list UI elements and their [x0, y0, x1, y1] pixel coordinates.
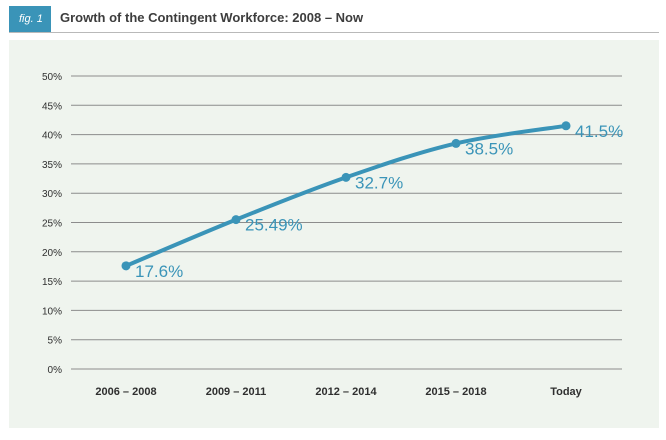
x-tick-label: 2012 – 2014	[315, 386, 377, 398]
data-point	[231, 215, 241, 225]
y-tick-label: 0%	[48, 365, 63, 376]
data-point	[451, 138, 461, 148]
header-divider	[9, 32, 659, 33]
y-tick-label: 50%	[42, 72, 62, 83]
data-point	[561, 121, 571, 131]
y-tick-label: 20%	[42, 248, 62, 259]
data-point	[121, 261, 131, 271]
y-tick-label: 5%	[48, 336, 63, 347]
data-label: 38.5%	[465, 139, 513, 158]
y-tick-label: 45%	[42, 101, 62, 112]
y-tick-label: 30%	[42, 189, 62, 200]
data-label: 17.6%	[135, 262, 183, 281]
y-tick-label: 10%	[42, 306, 62, 317]
chart-title: Growth of the Contingent Workforce: 2008…	[60, 10, 364, 25]
x-tick-label: Today	[550, 386, 582, 398]
figure-tag: fig. 1	[9, 6, 51, 32]
x-tick-label: 2006 – 2008	[95, 386, 156, 398]
data-label: 32.7%	[355, 173, 403, 192]
data-label: 41.5%	[575, 122, 623, 141]
y-tick-label: 40%	[42, 131, 62, 142]
y-tick-label: 35%	[42, 160, 62, 171]
plot-panel	[9, 40, 659, 428]
y-tick-label: 25%	[42, 219, 62, 230]
x-tick-label: 2015 – 2018	[425, 386, 486, 398]
data-label: 25.49%	[245, 216, 303, 235]
x-tick-label: 2009 – 2011	[206, 386, 267, 398]
data-point	[341, 172, 351, 182]
y-tick-label: 15%	[42, 277, 62, 288]
figure-header: fig. 1 Growth of the Contingent Workforc…	[0, 0, 666, 32]
